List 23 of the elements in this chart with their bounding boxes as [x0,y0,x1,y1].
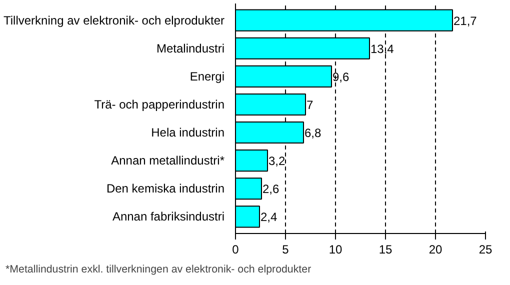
y-tick-label: Tillverkning av elektronik- och elprodukter [4,13,225,28]
x-tick-label: 25 [478,242,492,256]
x-tick-label: 10 [328,242,342,256]
data-label: 2,6 [262,182,280,196]
y-tick-label: Hela industrin [151,126,225,140]
y-tick-label: Energi [190,69,224,84]
data-label: 13,4 [370,42,394,56]
data-label: 6,8 [304,126,322,140]
text: *Metallindustrin exkl. tillverkningen av elektronik- och elprodukter [6,264,312,276]
y-tick-label: Annan metallindustri* [111,154,225,168]
data-label: 2,4 [260,210,278,224]
x-tick-label: 5 [282,242,290,256]
y-tick-label: Den kemiska industrin [106,182,225,196]
data-label: 3,2 [268,154,286,168]
y-tick-label: Annan fabriksindustri [112,210,224,224]
x-tick-label: 15 [378,242,392,256]
data-label: 7 [306,98,314,112]
data-label: 9,6 [332,70,350,84]
data-label: 21,7 [454,14,478,28]
x-tick-label: 20 [428,242,442,256]
y-tick-label: Metalindustri [156,41,225,56]
x-tick-label: 0 [232,242,240,256]
y-tick-label: Trä- och papperindustrin [94,97,225,112]
